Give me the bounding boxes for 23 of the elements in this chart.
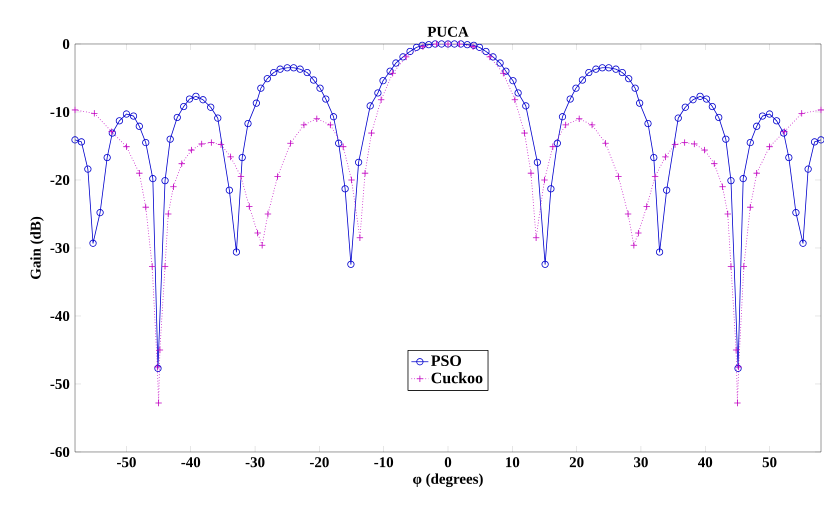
legend-label: PSO [431,355,462,366]
y-tick-label: -50 [50,378,70,390]
y-tick-label: -10 [50,106,70,118]
x-tick-label: -30 [246,457,264,468]
chart-title: PUCA [428,26,469,37]
x-tick-label: 20 [570,457,584,468]
x-tick-label: -40 [181,457,200,468]
legend-label: Cuckoo [432,372,482,384]
y-tick-label: 0 [62,38,70,50]
x-tick-label: -20 [310,457,329,468]
x-tick-label: 0 [444,457,452,468]
y-tick-label: -40 [50,310,70,322]
x-tick-label: 50 [762,457,776,468]
x-tick-label: -50 [117,457,136,468]
y-tick-label: -60 [50,446,70,458]
x-axis-title: φ (degrees) [413,473,483,488]
y-axis-title: Gain (dB) [30,216,44,280]
y-tick-label: -20 [50,174,70,186]
x-tick-label: 30 [634,457,648,468]
y-tick-label: -30 [50,242,70,254]
x-tick-label: -10 [374,457,394,468]
x-tick-label: 40 [698,457,712,468]
x-tick-label: 10 [506,457,520,468]
